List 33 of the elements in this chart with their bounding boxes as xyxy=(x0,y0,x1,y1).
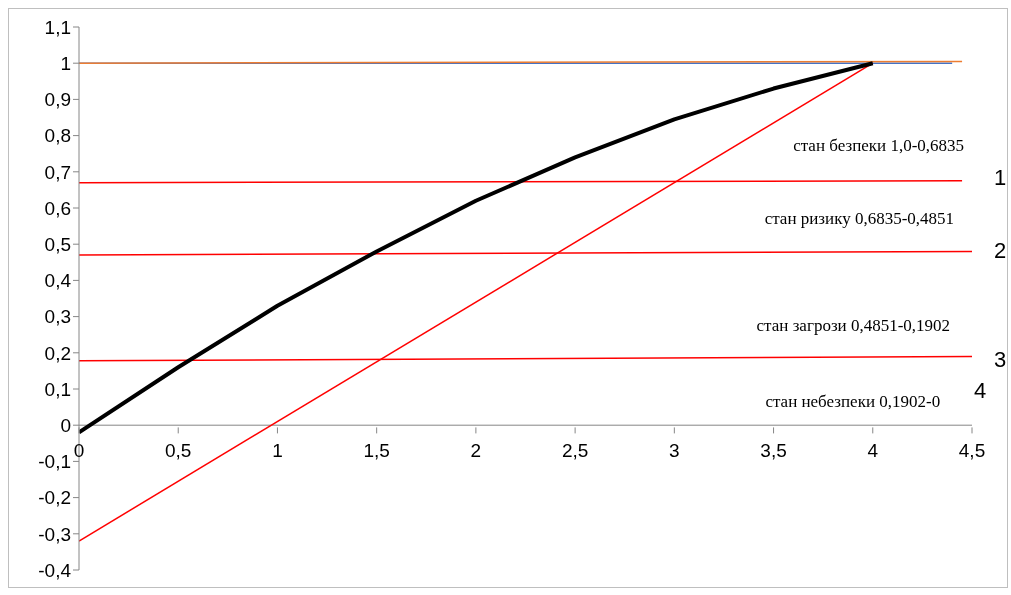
x-tick-label: 2,5 xyxy=(561,440,589,462)
y-tick-label: -0,4 xyxy=(38,559,72,581)
x-tick-label: 4,5 xyxy=(958,440,986,462)
y-tick-label: 0,1 xyxy=(44,378,71,400)
text: 1 xyxy=(993,165,1007,191)
y-tick-label: 0,3 xyxy=(44,306,71,328)
text: 4 xyxy=(974,378,987,404)
y-tick-label: 1 xyxy=(60,52,71,74)
y-tick-label: 0 xyxy=(60,414,71,436)
x-tick-label: 1 xyxy=(272,440,283,462)
annotation: стан небезпеки 0,1902-0 xyxy=(765,392,941,412)
x-tick-label: 1,5 xyxy=(363,440,390,462)
y-tick-label: 0,9 xyxy=(44,89,71,111)
y-tick-label: 0,4 xyxy=(44,270,72,292)
annotation: стан загрози 0,4851-0,1902 xyxy=(756,315,951,335)
x-tick-label: 2 xyxy=(470,440,482,462)
x-tick-label: 0,5 xyxy=(165,440,192,462)
x-tick-label: 3,5 xyxy=(760,440,787,462)
y-tick-label: -0,1 xyxy=(38,451,71,473)
y-tick-label: 0,2 xyxy=(44,342,71,364)
annotation: стан безпеки 1,0-0,6835 xyxy=(793,135,965,155)
text: 2 xyxy=(993,238,1007,264)
y-tick-label: -0,3 xyxy=(38,523,71,545)
y-tick-label: 0,8 xyxy=(44,125,71,147)
y-tick-label: 0,5 xyxy=(44,233,71,255)
y-tick-label: 1,1 xyxy=(44,16,71,38)
text: 3 xyxy=(993,347,1007,373)
x-tick-label: 3 xyxy=(669,440,680,462)
y-tick-label: -0,2 xyxy=(38,487,71,509)
y-tick-label: 0,6 xyxy=(44,197,71,219)
y-tick-label: 0,7 xyxy=(44,161,71,183)
x-tick-label: 4 xyxy=(867,440,879,462)
annotation: стан ризику 0,6835-0,4851 xyxy=(764,208,955,228)
